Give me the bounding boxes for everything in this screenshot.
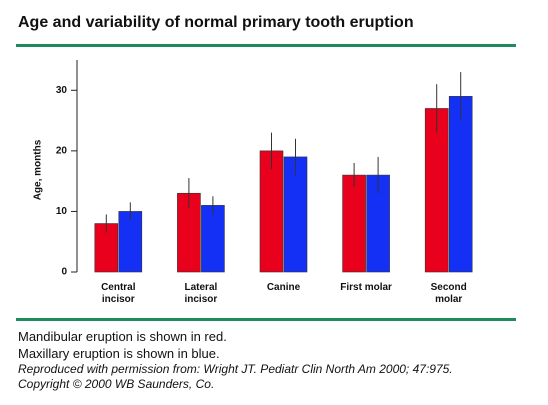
- x-tick-label: Second molar: [430, 282, 467, 305]
- y-axis-label: Age, months: [33, 139, 44, 200]
- bar: [201, 205, 225, 273]
- y-tick-label: 0: [61, 267, 67, 278]
- x-tick-label: Lateral incisor: [184, 282, 218, 305]
- top-rule: [16, 44, 516, 47]
- note-line: Maxillary eruption is shown in blue.: [18, 346, 220, 361]
- chart: Age, months 0 10 20 30: [33, 60, 473, 278]
- y-tick-label: 30: [56, 85, 68, 96]
- y-tick-label: 20: [56, 145, 68, 156]
- citation: Reproduced with permission from: Wright …: [18, 362, 453, 391]
- bar: [424, 108, 449, 273]
- bar: [342, 174, 366, 273]
- note-line: Mandibular eruption is shown in red.: [18, 329, 227, 344]
- bottom-rule: [16, 318, 516, 321]
- y-tick-label: 10: [56, 206, 68, 217]
- x-tick-label: Central incisor: [101, 282, 136, 305]
- notes: Mandibular eruption is shown in red. Max…: [18, 328, 488, 392]
- x-tick-label: Canine: [266, 282, 301, 293]
- bar: [259, 150, 284, 273]
- x-tick-label: First molar: [340, 282, 392, 293]
- title: Age and variability of normal primary to…: [18, 14, 414, 31]
- bar: [448, 96, 473, 273]
